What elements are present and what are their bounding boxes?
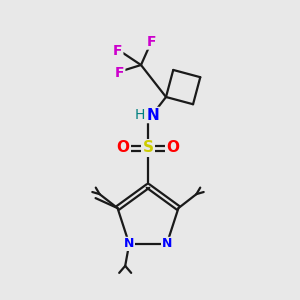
Text: N: N xyxy=(162,237,172,250)
Text: F: F xyxy=(115,66,125,80)
Text: N: N xyxy=(124,237,134,250)
Text: F: F xyxy=(146,35,156,49)
Text: N: N xyxy=(147,107,159,122)
Text: O: O xyxy=(167,140,179,155)
Text: S: S xyxy=(142,140,154,155)
Text: O: O xyxy=(116,140,130,155)
Text: H: H xyxy=(135,108,145,122)
Text: F: F xyxy=(113,44,123,58)
